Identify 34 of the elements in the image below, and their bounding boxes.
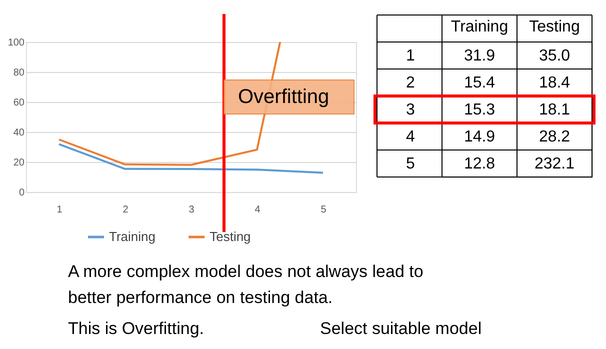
y-tick-label: 3	[406, 102, 416, 118]
y-tick-label: 80	[13, 68, 25, 78]
text: This is Overfitting.	[68, 319, 204, 338]
y-tick-label: 100	[8, 38, 25, 48]
y-tick-label: 20	[13, 158, 25, 168]
ref-line-label: Overfitting	[238, 86, 330, 108]
data-label: 18.4	[538, 74, 570, 92]
legend-label: Testing	[210, 229, 251, 244]
y-tick-label: 2	[406, 74, 416, 92]
text: better performance on testing data.	[68, 288, 333, 307]
text: A more complex model does not always lead to	[68, 262, 424, 281]
y-tick-label: 5	[406, 156, 416, 172]
legend-label: Training	[109, 229, 156, 244]
x-tick-label: 4	[254, 204, 261, 216]
data-label: 12.8	[464, 156, 496, 172]
y-tick-label: 40	[13, 128, 25, 138]
data-label: 14.9	[464, 128, 496, 146]
data-label: 28.2	[538, 128, 570, 146]
line-series	[58, 143, 324, 174]
y-tick-label: 0	[18, 188, 25, 198]
x-tick-label: 5	[320, 204, 327, 216]
x-tick-label: 3	[188, 204, 195, 216]
data-label: 232.1	[534, 156, 575, 172]
x-tick-label: 1	[56, 204, 63, 216]
x-tick-label: 2	[122, 204, 129, 216]
data-label: 18.1	[538, 102, 570, 118]
text: Select suitable model	[320, 319, 482, 338]
data-label: 15.4	[464, 74, 496, 92]
y-tick-label: 4	[406, 128, 416, 146]
y-tick-label: 60	[13, 98, 25, 108]
data-label: 31.9	[464, 48, 496, 64]
data-label: 15.3	[464, 102, 496, 118]
y-tick-label: 1	[406, 48, 416, 64]
data-label: 35.0	[538, 48, 570, 64]
